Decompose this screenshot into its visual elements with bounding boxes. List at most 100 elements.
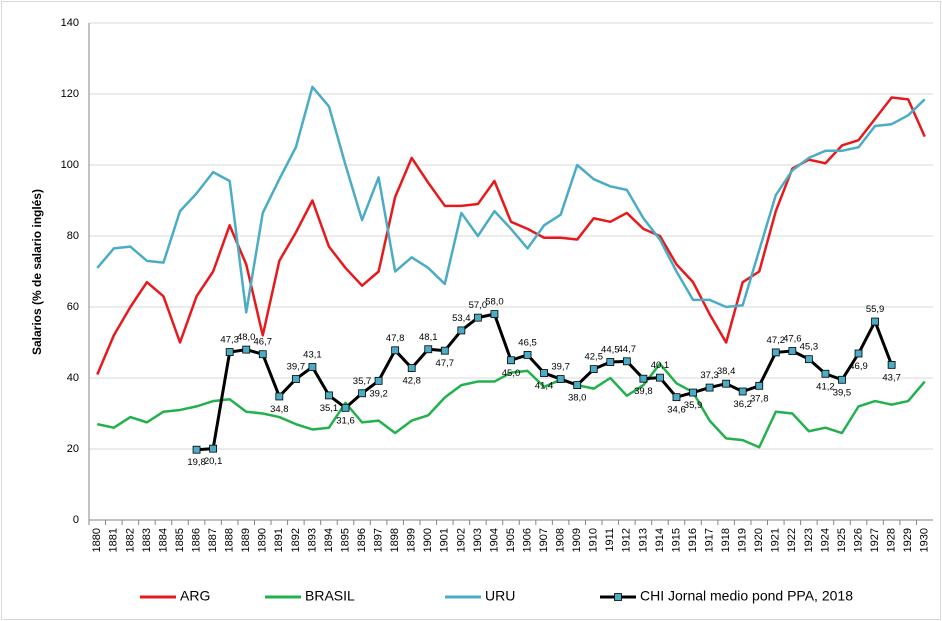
marker [887, 360, 896, 369]
x-tick-label: 1894 [323, 528, 335, 552]
data-label: 48,1 [419, 332, 438, 343]
data-label: 37,3 [700, 370, 719, 381]
x-tick-label: 1913 [637, 528, 649, 552]
x-tick-label: 1899 [406, 528, 418, 552]
x-tick-label: 1903 [472, 528, 484, 552]
marker [490, 310, 499, 319]
marker [440, 346, 449, 355]
x-tick-label: 1926 [852, 528, 864, 552]
marker [540, 369, 548, 377]
data-label: 46,5 [518, 337, 537, 348]
marker [407, 364, 416, 372]
y-tick-label: 60 [67, 301, 79, 313]
marker [705, 383, 714, 392]
legend-label: ARG [180, 588, 210, 604]
data-label: 19,8 [187, 457, 206, 468]
x-tick-label: 1905 [505, 528, 517, 552]
x-tick-label: 1918 [720, 528, 732, 552]
x-tick-label: 1927 [869, 528, 881, 552]
marker [291, 375, 300, 383]
legend-label: CHI Jornal medio pond PPA, 2018 [640, 588, 853, 604]
marker [308, 363, 317, 371]
legend-label: URU [485, 588, 515, 604]
data-label: 41,2 [816, 381, 835, 392]
x-tick-label: 1924 [819, 528, 831, 552]
legend-marker [614, 593, 622, 601]
x-tick-label: 1911 [604, 528, 616, 552]
x-tick-label: 1922 [786, 528, 798, 552]
marker [391, 346, 400, 355]
x-tick-label: 1891 [273, 528, 285, 552]
series-line [96, 96, 926, 375]
marker [838, 375, 846, 384]
marker [192, 445, 201, 454]
data-label: 55,9 [866, 304, 885, 315]
y-tick-label: 80 [67, 230, 79, 242]
data-label: 39,7 [551, 362, 570, 373]
legend-label: BRASIL [305, 588, 355, 604]
data-label: 45,0 [502, 368, 521, 379]
x-tick-label: 1930 [919, 528, 931, 552]
x-tick-label: 1880 [91, 528, 103, 552]
x-tick-label: 1912 [621, 528, 633, 552]
x-tick-label: 1895 [339, 528, 351, 552]
data-label: 57,0 [469, 300, 488, 311]
marker [606, 358, 615, 366]
y-tick-label: 120 [61, 88, 79, 100]
data-label: 48,0 [237, 332, 256, 343]
x-tick-label: 1887 [207, 528, 219, 552]
data-label: 46,9 [849, 361, 868, 372]
data-label: 38,4 [717, 366, 736, 377]
x-tick-label: 1881 [108, 528, 120, 552]
x-tick-label: 1898 [389, 528, 401, 552]
data-label: 35,1 [320, 403, 339, 414]
data-label: 39,5 [833, 387, 852, 398]
x-tick-label: 1909 [571, 528, 583, 552]
data-label: 47,7 [436, 358, 455, 369]
y-tick-label: 0 [73, 514, 79, 526]
data-label: 34,6 [667, 405, 686, 416]
y-axis-title: Salarios (% de salario inglés) [30, 189, 44, 355]
x-tick-label: 1910 [588, 528, 600, 552]
marker [556, 375, 565, 383]
x-tick-label: 1929 [902, 528, 914, 552]
x-tick-label: 1917 [703, 528, 715, 552]
y-tick-label: 100 [61, 159, 79, 171]
marker [573, 381, 582, 390]
data-label: 42,5 [584, 352, 603, 363]
marker [275, 392, 284, 401]
marker [474, 313, 482, 322]
x-tick-label: 1908 [555, 528, 567, 552]
marker [325, 391, 333, 400]
data-label: 58,0 [485, 297, 504, 308]
data-label: 35,9 [684, 400, 703, 411]
data-label: 46,7 [254, 337, 273, 348]
y-tick-label: 140 [61, 17, 79, 29]
marker [804, 355, 813, 364]
marker [656, 373, 664, 382]
marker [722, 379, 731, 388]
data-label: 39,2 [369, 388, 388, 399]
y-tick-label: 20 [67, 443, 79, 455]
marker [689, 388, 697, 397]
x-tick-label: 1928 [886, 528, 898, 552]
data-label: 47,3 [220, 335, 239, 346]
data-label: 47,2 [767, 335, 786, 346]
marker [639, 374, 648, 383]
data-label: 53,4 [452, 313, 471, 324]
x-tick-label: 1901 [439, 528, 451, 552]
x-tick-label: 1906 [521, 528, 533, 552]
x-tick-label: 1916 [687, 528, 699, 552]
marker [622, 357, 631, 366]
data-label: 36,2 [733, 399, 752, 410]
marker [821, 369, 830, 378]
marker [358, 389, 366, 398]
x-tick-label: 1884 [157, 528, 169, 552]
x-tick-label: 1925 [836, 528, 848, 552]
marker [871, 317, 879, 326]
x-tick-label: 1902 [455, 528, 467, 552]
data-label: 44,5 [601, 345, 620, 356]
marker [374, 376, 383, 385]
